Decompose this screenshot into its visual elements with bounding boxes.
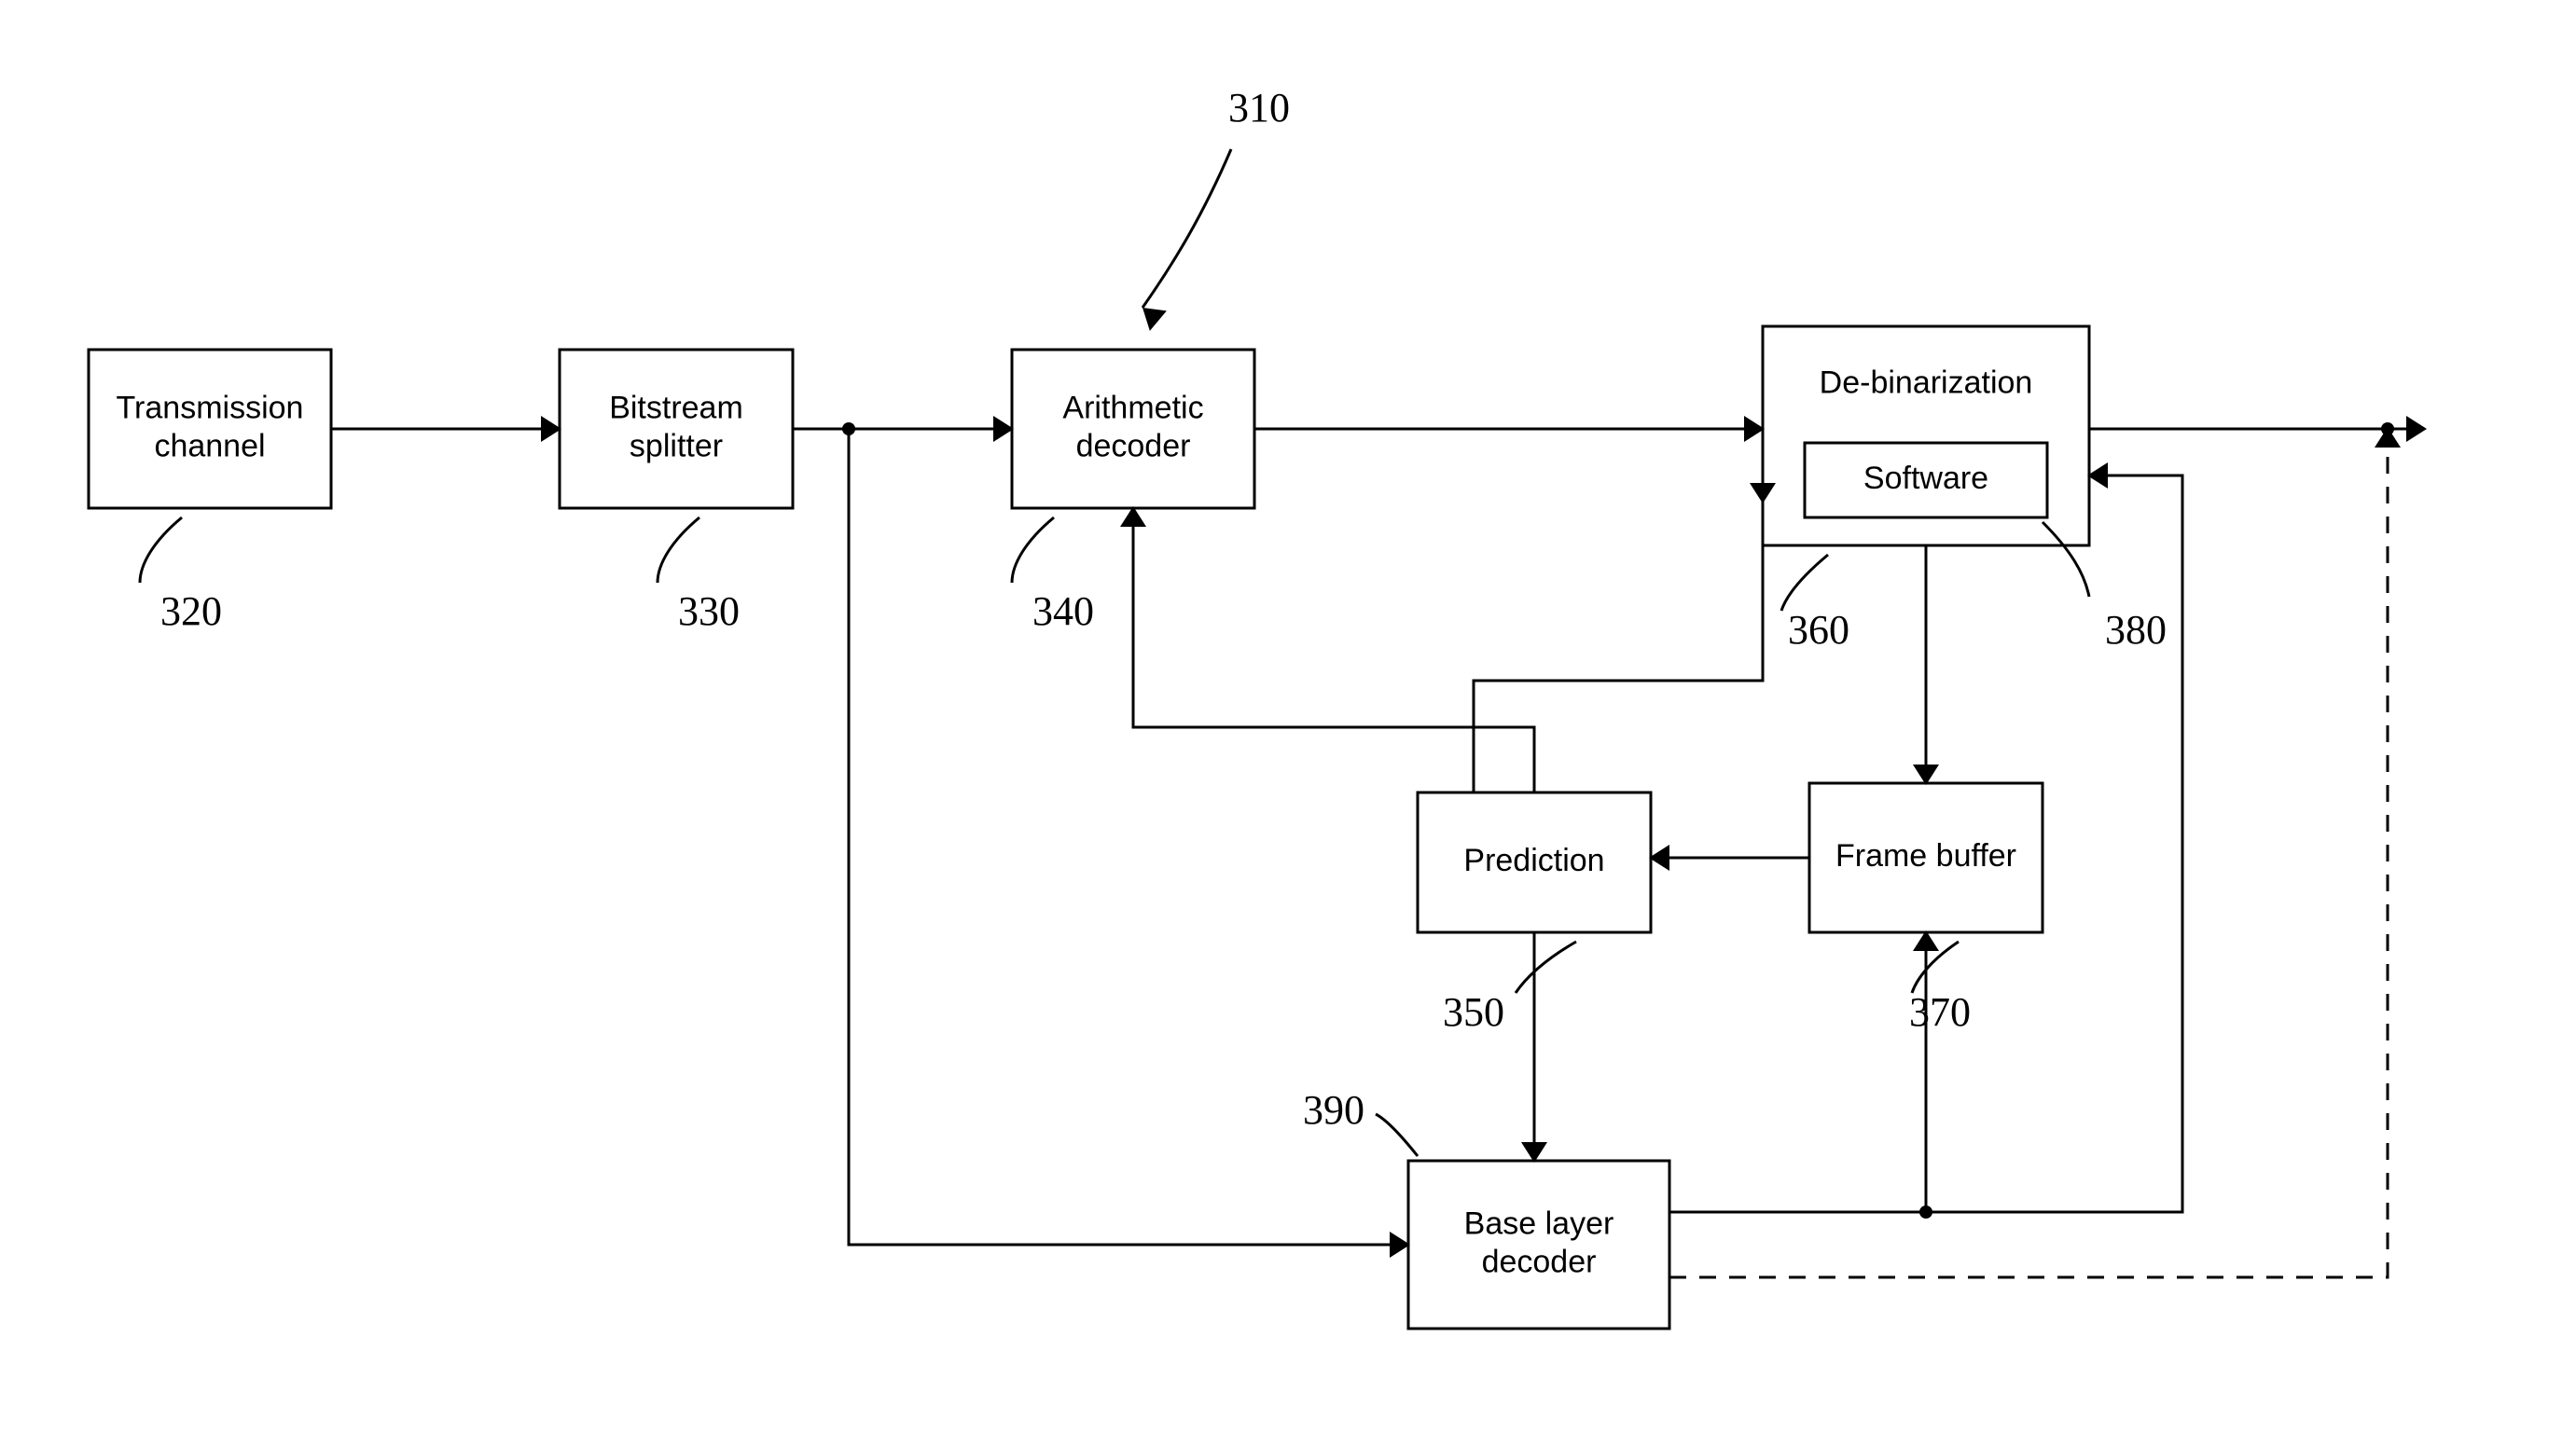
ref-r390-lead <box>1376 1114 1418 1156</box>
nodes-layer: Transmissionchannel Bitstreamsplitter Arit… <box>89 326 2089 1329</box>
node-transmission-label: Transmission <box>117 391 304 426</box>
ref-r340: 340 <box>1032 588 1094 634</box>
node-debin-label: De-binarization <box>1820 365 2033 400</box>
arrowhead <box>1143 308 1167 331</box>
node-debin-box <box>1763 326 2089 545</box>
junction-dot <box>842 422 855 435</box>
edge <box>1474 503 1763 792</box>
node-arith-label: decoder <box>1076 428 1191 463</box>
ref-r340-lead <box>1012 517 1054 583</box>
ref-r360-lead <box>1781 555 1828 611</box>
junction-dot <box>1919 1206 1932 1219</box>
ref-r390: 390 <box>1303 1087 1364 1133</box>
node-basedec-label: decoder <box>1482 1244 1597 1279</box>
ref-r350: 350 <box>1443 989 1504 1035</box>
node-framebuf: Frame buffer <box>1809 783 2043 932</box>
ref-r320: 320 <box>160 588 222 634</box>
ref-r350-lead <box>1516 942 1576 993</box>
node-transmission: Transmissionchannel <box>89 350 331 508</box>
edge <box>1669 429 2388 1277</box>
node-arith-label: Arithmetic <box>1062 391 1203 426</box>
node-software-label: Software <box>1863 461 1988 496</box>
ref-r370: 370 <box>1909 989 1971 1035</box>
refs-layer: 310 320 330 340 350 360 370 380 390 <box>140 85 2167 1156</box>
node-splitter-label: Bitstream <box>609 391 743 426</box>
node-prediction: Prediction <box>1418 792 1651 932</box>
node-debin: De-binarization <box>1763 326 2089 545</box>
ref-r310-lead <box>1143 149 1231 308</box>
ref-r380-lead <box>2043 522 2089 597</box>
ref-r370-lead <box>1912 942 1959 993</box>
node-prediction-label: Prediction <box>1463 843 1604 878</box>
node-framebuf-label: Frame buffer <box>1835 838 2016 874</box>
node-splitter-label: splitter <box>630 428 723 463</box>
node-basedec: Base layerdecoder <box>1408 1161 1669 1329</box>
ref-r380: 380 <box>2105 607 2167 653</box>
node-splitter: Bitstreamsplitter <box>560 350 793 508</box>
ref-r330-lead <box>658 517 699 583</box>
ref-r310: 310 <box>1228 85 1290 131</box>
node-software: Software <box>1805 443 2047 517</box>
junction-dot <box>2381 422 2394 435</box>
node-basedec-label: Base layer <box>1464 1206 1614 1242</box>
node-arith: Arithmeticdecoder <box>1012 350 1254 508</box>
ref-r320-lead <box>140 517 182 583</box>
edges-layer <box>331 422 2425 1277</box>
node-transmission-label: channel <box>154 428 265 463</box>
ref-r330: 330 <box>678 588 740 634</box>
ref-r360: 360 <box>1788 607 1849 653</box>
